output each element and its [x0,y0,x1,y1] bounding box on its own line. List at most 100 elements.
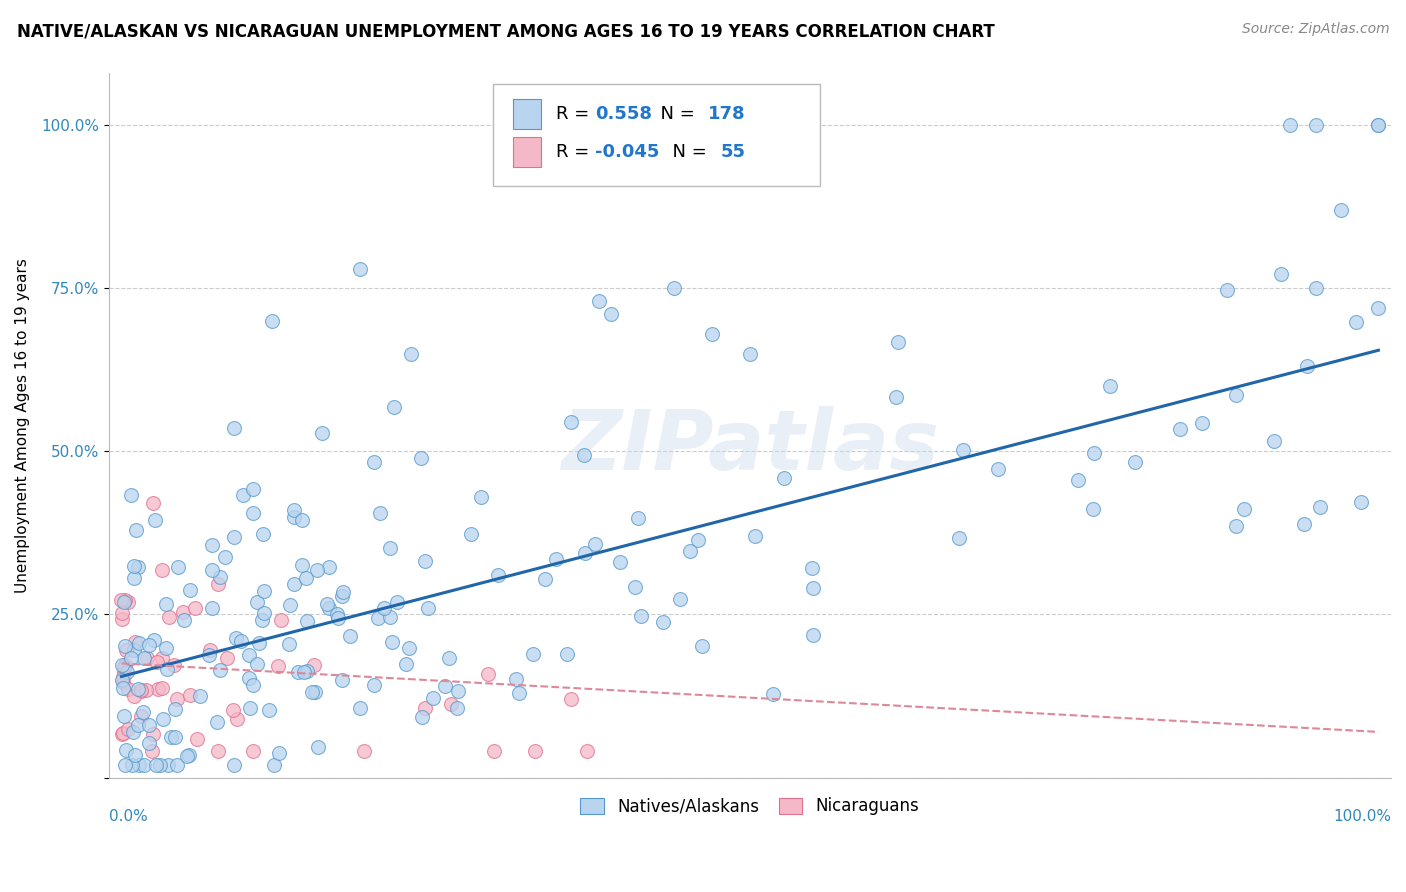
Point [395,657,418,671]
Point [523,744,546,758]
Point [283,576,305,591]
Point [122,558,145,573]
Point [533,572,555,586]
Point [762,687,785,701]
Point [1098,379,1121,393]
Point [184,601,207,615]
Point [143,513,166,527]
Point [381,635,404,649]
Point [114,757,136,772]
Point [156,757,179,772]
Point [669,592,692,607]
Point [246,595,269,609]
Point [304,685,326,699]
Text: ZIPatlas: ZIPatlas [561,406,939,487]
Point [111,674,134,689]
Point [1225,519,1247,533]
Point [166,691,188,706]
Point [232,487,254,501]
Point [179,688,201,702]
Point [134,757,156,772]
Point [630,609,652,624]
Point [115,665,138,680]
Point [263,757,285,772]
Point [146,656,169,670]
Point [801,581,824,595]
Point [952,442,974,457]
Point [326,607,349,621]
Point [242,506,264,520]
Point [283,503,305,517]
Point [363,678,385,692]
Text: R =: R = [557,143,595,161]
Text: 55: 55 [720,143,745,161]
Point [138,718,160,732]
Point [486,568,509,582]
Point [413,554,436,568]
Point [339,629,361,643]
FancyBboxPatch shape [513,99,541,128]
Point [112,665,135,680]
Point [205,715,228,730]
Point [114,592,136,607]
Point [508,686,530,700]
Point [398,641,420,656]
Point [560,692,582,706]
Point [242,744,264,758]
Point [546,552,568,566]
Point [129,684,152,698]
Point [111,658,134,673]
Point [1168,422,1191,436]
Point [122,643,145,657]
Point [201,600,224,615]
Point [245,657,267,671]
Point [214,549,236,564]
Point [772,471,794,485]
Point [120,651,142,665]
FancyBboxPatch shape [513,137,541,167]
Point [387,595,409,609]
Point [222,703,245,717]
Point [664,281,686,295]
Point [111,727,134,741]
Point [744,529,766,543]
Point [307,740,329,755]
Point [120,488,142,502]
Point [252,527,274,541]
Point [143,633,166,648]
Point [305,564,328,578]
Point [155,641,177,656]
Point [173,613,195,627]
Point [623,580,645,594]
Point [163,657,186,672]
Point [277,638,299,652]
Point [222,530,245,544]
Point [411,709,433,723]
Point [1294,516,1316,531]
Point [555,647,578,661]
Point [297,664,319,678]
Point [522,648,544,662]
Point [176,749,198,764]
Point [127,717,149,731]
Point [1346,315,1368,329]
Point [1233,502,1256,516]
Text: 0.558: 0.558 [595,105,652,123]
Point [124,635,146,649]
Point [679,544,702,558]
Point [416,601,439,615]
Point [238,648,260,662]
Point [572,448,595,462]
Point [172,605,194,619]
Point [166,757,188,772]
Point [278,598,301,612]
Point [702,326,724,341]
Point [1330,202,1353,217]
Point [1270,267,1292,281]
Point [127,559,149,574]
Point [135,651,157,665]
Point [257,703,280,717]
Point [434,679,457,693]
Point [222,421,245,435]
Point [110,593,132,607]
